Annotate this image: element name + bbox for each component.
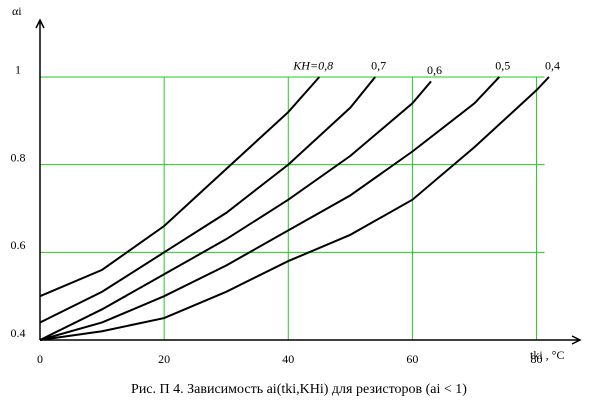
curve	[39, 76, 321, 298]
x-tick-label: 40	[282, 352, 294, 366]
y-tick-label: 0.4	[11, 326, 26, 340]
series-label: 0,6	[427, 63, 442, 77]
x-tick-label: 60	[406, 352, 418, 366]
x-tick-label: 20	[158, 352, 170, 366]
y-tick-label: 1	[15, 63, 21, 77]
y-axis	[35, 18, 45, 340]
x-axis	[40, 335, 582, 345]
caption: Рис. П 4. Зависимость ai(tki,KHi) для ре…	[131, 382, 467, 397]
y-tick-label: 0.8	[11, 150, 26, 164]
y-axis-label: αi	[12, 4, 22, 18]
x-tick-label: 0	[37, 352, 43, 366]
x-tick-label: 80	[531, 352, 543, 366]
curve	[39, 76, 501, 341]
curve	[39, 76, 376, 324]
series-label: 0,7	[371, 59, 386, 73]
series-label: KH=0,8	[292, 59, 333, 73]
curve	[39, 76, 550, 341]
series-label: 0,4	[545, 59, 560, 73]
curve	[39, 80, 432, 341]
y-tick-label: 0.6	[11, 238, 26, 252]
series-label: 0,5	[495, 59, 510, 73]
x-axis-label: tki , °C	[530, 348, 564, 362]
